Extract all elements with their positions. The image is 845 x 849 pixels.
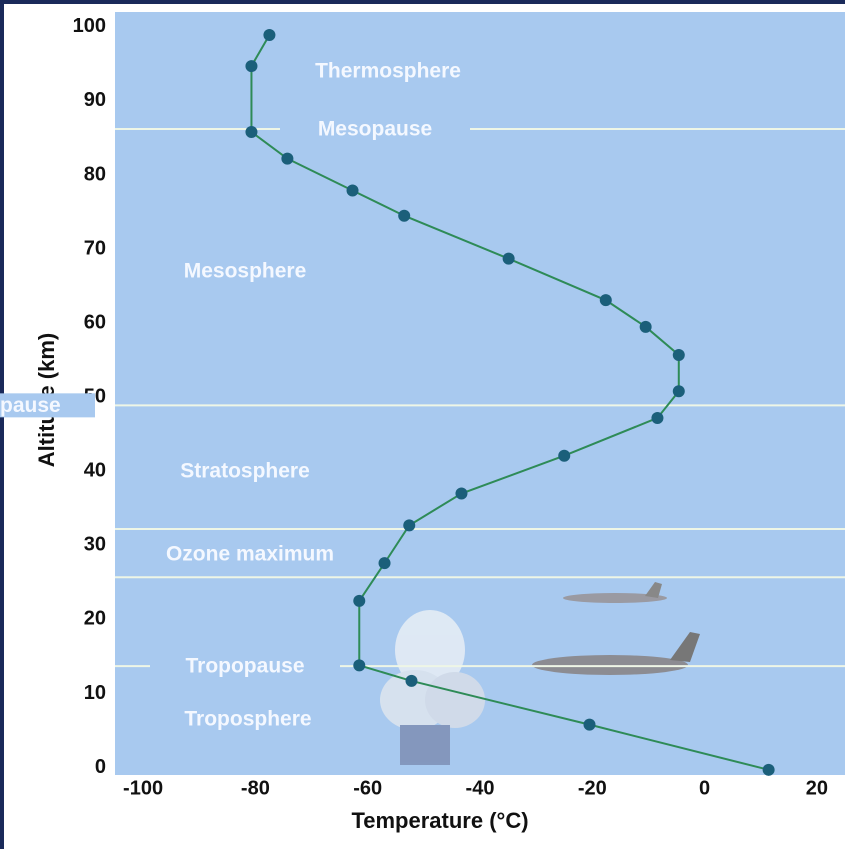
y-tick-label: 80 xyxy=(84,163,106,185)
x-tick-label: -80 xyxy=(241,777,270,799)
x-tick-label: -60 xyxy=(353,777,382,799)
frame-top xyxy=(0,0,845,4)
data-point xyxy=(639,320,652,333)
data-point xyxy=(599,294,612,307)
y-tick-label: 100 xyxy=(73,15,106,37)
y-tick-label: 10 xyxy=(84,682,106,704)
label-backdrop xyxy=(150,654,340,679)
data-point xyxy=(346,184,359,197)
plot-area xyxy=(115,12,845,775)
data-point xyxy=(281,152,294,165)
region-label: Troposphere xyxy=(184,708,311,731)
region-label: Ozone maximum xyxy=(166,543,334,566)
data-point xyxy=(263,28,276,41)
data-point xyxy=(672,348,685,361)
label-backdrop xyxy=(0,393,95,418)
data-point xyxy=(245,60,258,73)
boundary-label: Stratopause xyxy=(0,394,61,417)
data-point xyxy=(378,557,391,570)
jet xyxy=(563,582,667,603)
data-point xyxy=(353,659,366,672)
data-point xyxy=(672,385,685,398)
data-point xyxy=(558,449,571,462)
data-point xyxy=(245,126,258,139)
x-axis-label: Temperature (°C) xyxy=(351,808,528,833)
y-tick-label: 70 xyxy=(84,237,106,259)
data-point xyxy=(403,519,416,532)
label-backdrop xyxy=(280,117,470,142)
data-point xyxy=(651,411,664,424)
y-tick-label: 90 xyxy=(84,89,106,111)
airliner xyxy=(532,632,700,675)
frame-left xyxy=(0,0,4,849)
x-tick-label: 0 xyxy=(699,777,710,799)
cloud xyxy=(380,610,485,765)
data-point xyxy=(405,674,418,687)
y-tick-label: 20 xyxy=(84,608,106,630)
data-point xyxy=(502,252,515,265)
x-tick-label: 20 xyxy=(806,777,828,799)
x-tick-label: -40 xyxy=(466,777,495,799)
data-point xyxy=(762,763,775,776)
region-label: Mesosphere xyxy=(184,260,307,283)
region-label: Stratosphere xyxy=(180,460,310,483)
y-tick-label: 30 xyxy=(84,534,106,556)
data-point xyxy=(353,594,366,607)
data-point xyxy=(455,487,468,500)
x-tick-label: -20 xyxy=(578,777,607,799)
boundary-label: Mesopause xyxy=(318,118,432,141)
region-label: Thermosphere xyxy=(315,60,461,83)
data-point xyxy=(583,718,596,731)
y-tick-label: 0 xyxy=(95,756,106,778)
y-tick-label: 60 xyxy=(84,311,106,333)
data-point xyxy=(398,209,411,222)
y-tick-label: 40 xyxy=(84,460,106,482)
boundary-label: Tropopause xyxy=(185,655,304,678)
x-tick-label: -100 xyxy=(123,777,163,799)
